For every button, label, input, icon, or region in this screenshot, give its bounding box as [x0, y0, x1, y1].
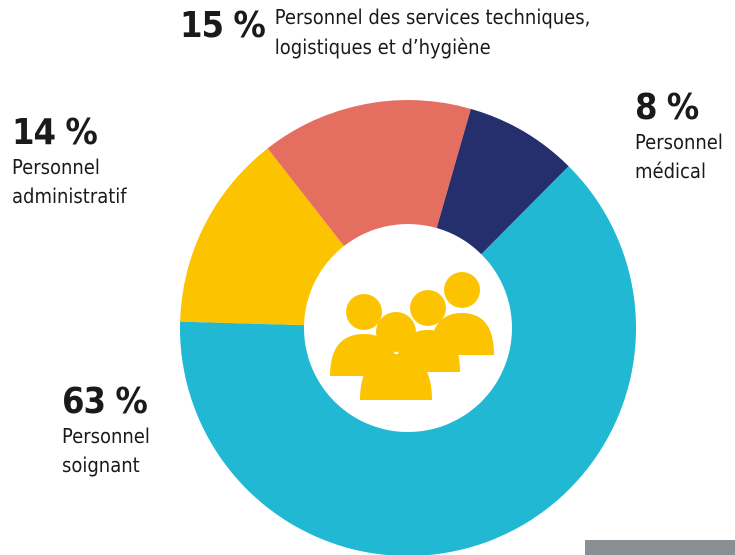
category-label: Personnel des services techniques, logis…	[275, 2, 645, 62]
percent-label: 14 %	[12, 113, 162, 153]
segment-label: 8 %Personnel médical	[635, 88, 735, 186]
category-label: Personnel administratif	[12, 153, 162, 211]
people-icon	[330, 272, 494, 400]
percent-label: 63 %	[62, 382, 182, 422]
segment-label: 14 %Personnel administratif	[12, 113, 162, 211]
category-label: Personnel soignant	[62, 422, 182, 480]
percent-label: 8 %	[635, 88, 735, 128]
category-label: Personnel médical	[635, 128, 735, 186]
segment-label: 15 %Personnel des services techniques, l…	[180, 2, 650, 62]
segment-label: 63 %Personnel soignant	[62, 382, 182, 480]
photo-fragment	[585, 540, 735, 555]
page: 8 %Personnel médical 63 %Personnel soigna…	[0, 0, 735, 555]
percent-label: 15 %	[180, 6, 265, 46]
